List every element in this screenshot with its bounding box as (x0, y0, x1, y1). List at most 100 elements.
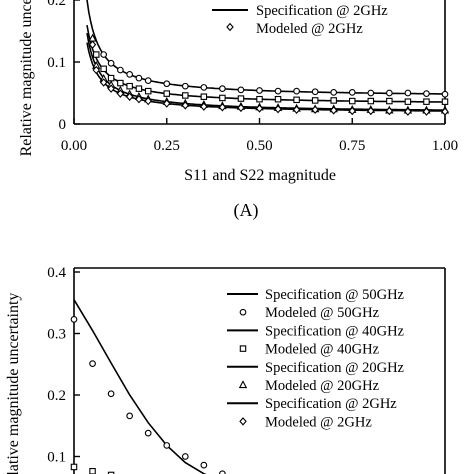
panel-a-point-diamond (163, 99, 171, 108)
panel-b-legend-label: Modeled @ 40GHz (265, 342, 380, 358)
panel-b-point-square (70, 463, 78, 471)
panel-a-y-tick-label: 0.1 (47, 55, 66, 71)
panel-a-x-tick-label: 1.00 (432, 138, 458, 154)
panel-a-point-circle (126, 71, 133, 78)
panel-a-point-diamond (292, 105, 301, 114)
panel-a-point-circle (135, 74, 143, 82)
panel-b-series (70, 299, 226, 474)
panel-a-point-diamond (116, 89, 125, 98)
panel-a-point-square (200, 93, 208, 100)
panel-a-point-diamond (255, 104, 264, 113)
panel-b: 0.1 0.2 0.3 0.4 Relative magnitude uncertai… (5, 265, 446, 474)
panel-a-point-circle (256, 87, 263, 94)
panel-a-point-diamond (144, 96, 152, 106)
panel-a-point-diamond (348, 106, 356, 116)
panel-a-point-diamond (125, 92, 134, 101)
panel-a-xlabel: S11 and S22 magnitude (184, 167, 336, 184)
panel-a-point-circle (117, 66, 124, 74)
panel-b-point-circle (107, 390, 115, 398)
panel-a-point-circle (311, 88, 319, 96)
panel-a-x-tick-label: 0.25 (154, 138, 180, 154)
panel-a-point-circle (441, 90, 449, 98)
panel-a-point-square (348, 97, 356, 105)
panel-a-point-diamond (329, 106, 338, 115)
panel-a-x-ticks: 0.00 0.25 0.50 0.75 1.00 (61, 118, 458, 154)
panel-b-point-circle (70, 316, 78, 323)
panel-b-y-ticks: 0.1 0.2 0.3 0.4 (47, 265, 80, 466)
panel-a-point-circle (423, 90, 430, 97)
panel-a-point-circle (348, 89, 356, 96)
panel-a-legend-modeled-label: Modeled @ 2GHz (256, 21, 363, 37)
panel-a-point-circle (367, 89, 375, 97)
panel-a-point-diamond (274, 104, 282, 114)
panel-a-point-circle (100, 51, 108, 58)
panel-a-point-circle (144, 77, 152, 84)
panel-b-legend-circle-icon (239, 308, 247, 316)
panel-a-legend-diamond-marker (226, 22, 234, 32)
panel-b-legend-square-icon (239, 345, 247, 352)
panel-a-x-tick-label: 0.00 (61, 138, 87, 154)
panel-b-legend-label: Modeled @ 50GHz (265, 305, 380, 321)
panel-a-point-square (144, 87, 152, 95)
panel-b-legend: Specification @ 50GHz Modeled @ 50GHz Spec… (227, 287, 405, 430)
panel-a-point-diamond (422, 107, 431, 116)
panel-a-point-square (237, 95, 245, 102)
panel-b-ylabel: Relative magnitude uncertainty (5, 293, 22, 474)
panel-a-point-square (386, 97, 393, 105)
panel-b-legend-label: Modeled @ 20GHz (265, 378, 380, 394)
panel-b-legend-label: Modeled @ 2GHz (265, 414, 372, 430)
panel-a-point-diamond (237, 103, 245, 113)
panel-a-point-diamond (92, 65, 100, 75)
panel-a-y-ticks: 0 0.1 0.2 (47, 0, 80, 133)
panel-b-point-circle (200, 461, 208, 469)
panel-a-point-square (311, 97, 319, 104)
panel-a-point-diamond (385, 106, 394, 116)
panel-a-point-circle (181, 82, 189, 90)
panel-a-point-square (423, 98, 430, 105)
panel-a-point-diamond (135, 94, 143, 104)
panel-a-point-square (135, 85, 143, 92)
panel-b-legend-label: Specification @ 50GHz (265, 287, 405, 303)
panel-a-caption: (A) (234, 200, 259, 221)
panel-a: 0 0.1 0.2 0.00 0.25 0.50 0.75 1.00 Relative ma… (18, 0, 458, 221)
panel-a-point-circle (293, 87, 300, 95)
panel-b-y-tick-label: 0.2 (47, 388, 66, 404)
panel-a-point-diamond (88, 40, 97, 49)
panel-b-point-circle (181, 453, 189, 460)
panel-a-ylabel: Relative magnitude uncertainty (18, 0, 35, 156)
panel-a-point-diamond (404, 107, 412, 116)
panel-a-point-square (163, 90, 171, 97)
panel-a-x-tick-label: 0.50 (246, 138, 272, 154)
panel-a-point-diamond (441, 107, 449, 116)
panel-a-point-circle (219, 85, 226, 93)
panel-a-point-square (367, 97, 375, 105)
panel-b-point-circle (126, 412, 133, 420)
panel-a-point-circle (237, 86, 245, 94)
panel-b-legend-triangle-icon (238, 380, 248, 389)
panel-a-point-circle (163, 80, 171, 88)
panel-a-legend: Specification @ 2GHz Modeled @ 2GHz (212, 3, 388, 37)
panel-b-legend-diamond-icon (239, 417, 247, 426)
panel-b-y-tick-label: 0.3 (47, 327, 66, 343)
panel-a-point-square (100, 65, 107, 73)
panel-a-legend-spec-label: Specification @ 2GHz (256, 3, 388, 19)
panel-a-point-square (107, 74, 115, 82)
panel-a-x-tick-label: 0.75 (339, 138, 365, 154)
panel-a-point-circle (200, 84, 208, 91)
panel-a-point-square (441, 98, 449, 105)
panel-a-point-diamond (99, 78, 108, 87)
panel-a-point-circle (404, 89, 412, 97)
panel-a-legend-diamond-icon (226, 22, 234, 32)
panel-a-point-diamond (367, 106, 375, 116)
panel-b-y-tick-label: 0.1 (47, 450, 66, 466)
panel-a-point-diamond (311, 105, 319, 114)
panel-a-point-square (117, 79, 124, 87)
panel-a-point-square (126, 82, 133, 90)
panel-a-y-tick-label: 0 (59, 117, 67, 133)
panel-a-point-circle (386, 89, 393, 97)
panel-a-point-square (274, 95, 282, 103)
panel-b-legend-label: Specification @ 20GHz (265, 360, 405, 376)
panel-a-point-square (182, 92, 189, 99)
panel-a-point-diamond (181, 101, 190, 110)
